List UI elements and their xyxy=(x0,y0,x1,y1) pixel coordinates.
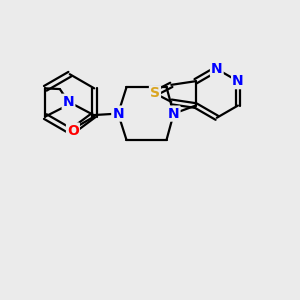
Text: O: O xyxy=(67,124,79,137)
Text: N: N xyxy=(232,74,244,88)
Text: N: N xyxy=(211,62,223,76)
Text: N: N xyxy=(112,106,124,121)
Text: S: S xyxy=(150,86,160,100)
Text: N: N xyxy=(168,106,179,121)
Text: N: N xyxy=(63,95,74,109)
